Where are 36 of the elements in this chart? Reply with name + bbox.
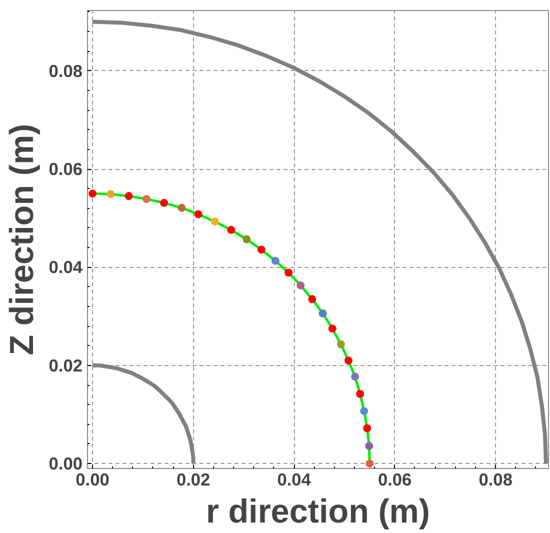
y-axis-title: Z direction (m) [4,124,41,356]
line-series [90,363,196,466]
point [210,218,219,226]
point [257,246,266,254]
point [365,442,374,450]
point [366,460,374,468]
y-tick-label: 0.04 [48,257,83,278]
x-tick-label: 0.06 [378,470,412,490]
point [227,226,236,234]
y-tick-label: 0.08 [48,60,83,81]
x-axis-title: r direction (m) [206,494,430,530]
point [360,407,368,416]
point [308,295,316,304]
point [106,190,115,198]
point [336,340,345,348]
point [178,204,186,212]
point [242,235,251,244]
point [296,281,305,290]
point [124,192,133,200]
y-tick-label: 0.02 [48,355,83,376]
point [194,210,202,218]
point [160,198,168,207]
point [328,324,336,333]
point [142,195,150,203]
point [318,309,327,318]
point [344,356,352,364]
point [351,372,360,381]
x-tick-label: 0.08 [478,470,513,490]
x-tick-label: 0.02 [176,470,210,490]
point [88,190,97,198]
point [271,256,280,265]
point [363,424,372,432]
y-tick-label: 0.06 [48,159,83,180]
point [356,390,364,398]
x-tick-label: 0.04 [277,470,312,490]
point [284,268,293,277]
